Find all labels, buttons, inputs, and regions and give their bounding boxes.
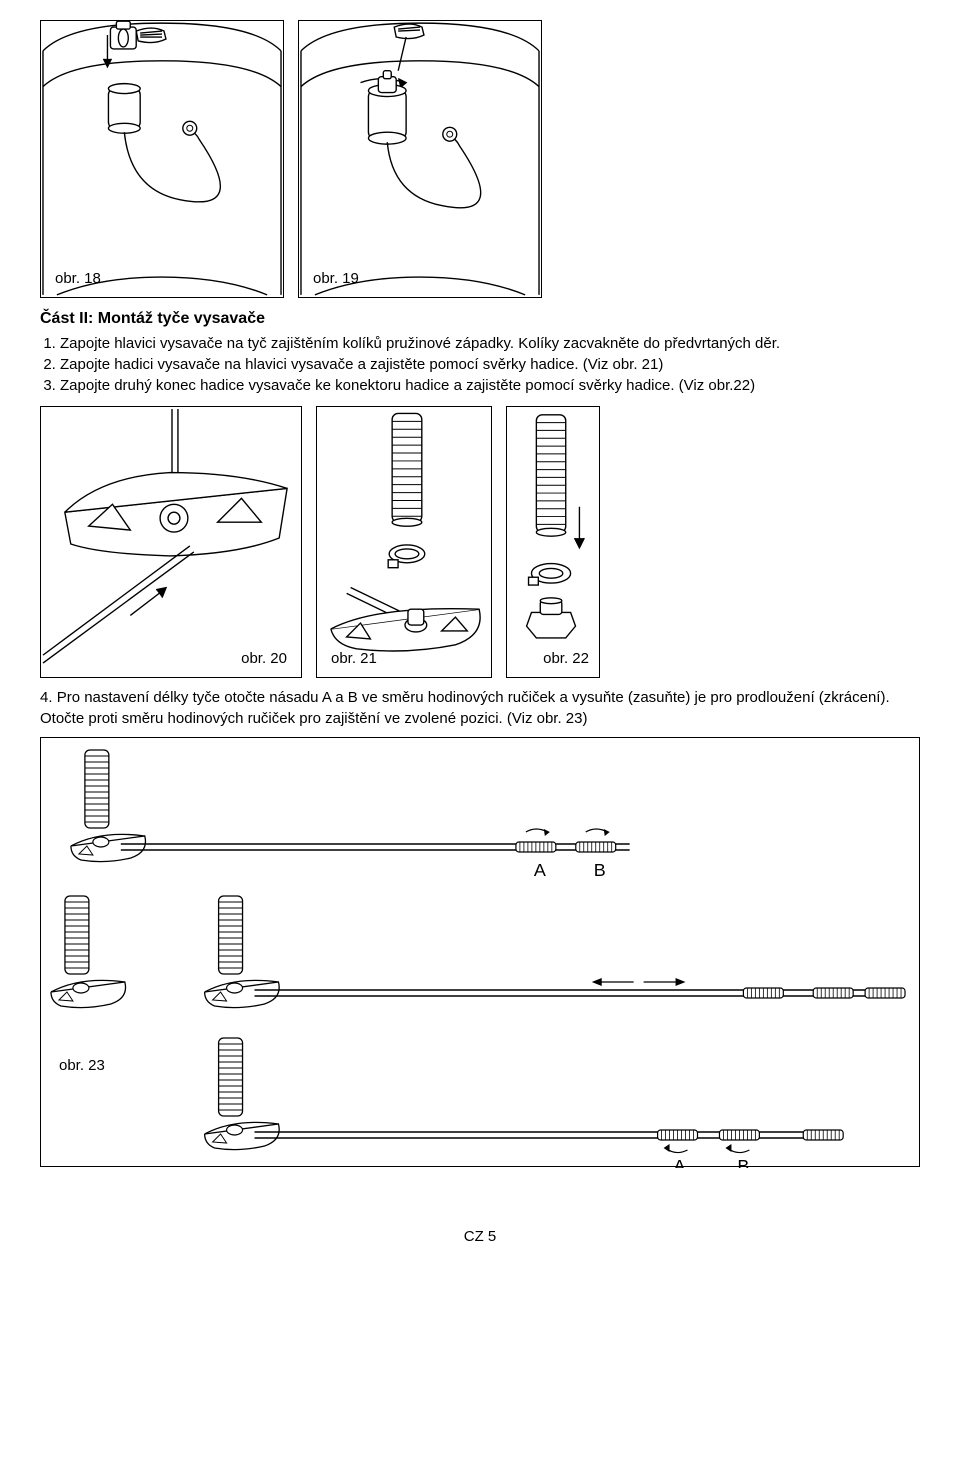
figure-20-caption: obr. 20 (241, 649, 287, 669)
figure-23-box: A B (40, 737, 920, 1167)
svg-text:B: B (737, 1156, 749, 1168)
step-4-text: Pro nastavení délky tyče otočte násadu A… (40, 689, 890, 726)
figure-20-svg (41, 406, 301, 678)
figure-row-top: obr. 18 (40, 20, 920, 298)
figure-19-box: obr. 19 (298, 20, 542, 298)
figure-22-box: obr. 22 (506, 406, 600, 678)
section-2-title: Část II: Montáž tyče vysavače (40, 308, 920, 330)
figure-20-box: obr. 20 (40, 406, 302, 678)
figure-18-box: obr. 18 (40, 20, 284, 298)
step-3: Zapojte druhý konec hadice vysavače ke k… (60, 376, 920, 396)
step-1: Zapojte hlavici vysavače na tyč zajištěn… (60, 334, 920, 354)
figure-18-svg (41, 20, 283, 298)
figure-22-caption: obr. 22 (543, 649, 589, 669)
svg-text:A: A (674, 1156, 686, 1168)
figure-23-caption: obr. 23 (59, 1056, 105, 1076)
section-2-steps: Zapojte hlavici vysavače na tyč zajištěn… (40, 334, 920, 397)
figure-row-mid: obr. 20 (40, 406, 920, 678)
step-4-num: 4. (40, 689, 53, 706)
figure-19-svg (299, 20, 541, 298)
figure-18-caption: obr. 18 (55, 269, 101, 289)
step-2: Zapojte hadici vysavače na hlavici vysav… (60, 355, 920, 375)
figure-21-svg (317, 406, 491, 678)
figure-22-svg (507, 406, 599, 678)
page-footer: CZ 5 (40, 1227, 920, 1247)
figure-19-caption: obr. 19 (313, 269, 359, 289)
svg-text:B: B (594, 860, 606, 880)
figure-21-box: obr. 21 (316, 406, 492, 678)
figure-21-caption: obr. 21 (331, 649, 377, 669)
svg-text:A: A (534, 860, 546, 880)
figure-23-svg: A B (41, 738, 919, 1168)
step-4-paragraph: 4. Pro nastavení délky tyče otočte násad… (40, 688, 920, 729)
